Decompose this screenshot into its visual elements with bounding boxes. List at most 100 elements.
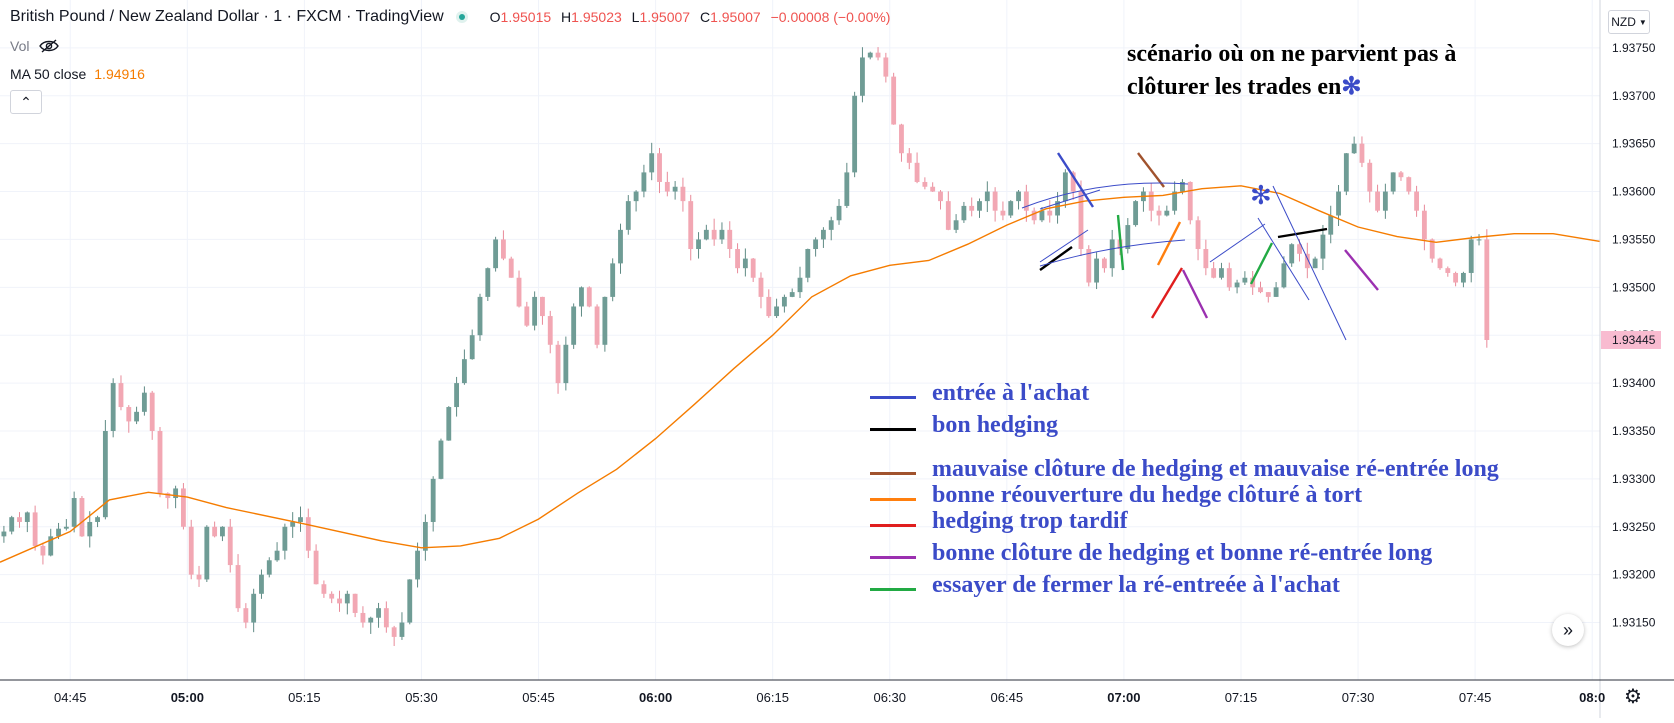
candle-body[interactable]	[766, 296, 772, 317]
candle-body[interactable]	[188, 526, 194, 575]
candle-body[interactable]	[407, 579, 413, 623]
scroll-to-realtime-button[interactable]: »	[1552, 614, 1584, 646]
candle-body[interactable]	[1289, 244, 1295, 264]
candle-body[interactable]	[95, 517, 100, 522]
candle-body[interactable]	[750, 258, 756, 278]
candle-body[interactable]	[922, 181, 928, 187]
gear-icon[interactable]: ⚙	[1624, 686, 1642, 708]
candle-body[interactable]	[63, 526, 69, 529]
candle-body[interactable]	[1476, 239, 1482, 241]
candle-body[interactable]	[305, 517, 311, 551]
candle-body[interactable]	[9, 517, 15, 532]
candle-body[interactable]	[680, 186, 686, 202]
candle-body[interactable]	[586, 287, 592, 307]
candle-body[interactable]	[844, 172, 850, 206]
candle-body[interactable]	[180, 488, 186, 527]
candle-body[interactable]	[1258, 287, 1263, 293]
candle-body[interactable]	[774, 306, 780, 317]
candle-body[interactable]	[1343, 153, 1349, 192]
candle-body[interactable]	[313, 550, 319, 585]
candle-body[interactable]	[1062, 172, 1068, 202]
candle-body[interactable]	[430, 478, 436, 522]
candle-body[interactable]	[352, 593, 358, 613]
candle-body[interactable]	[87, 521, 93, 537]
candle-body[interactable]	[1351, 143, 1357, 154]
candle-body[interactable]	[243, 608, 249, 623]
candle-body[interactable]	[227, 526, 233, 566]
candle-body[interactable]	[110, 383, 116, 431]
candle-body[interactable]	[1304, 253, 1310, 269]
candle-body[interactable]	[914, 162, 920, 182]
candle-body[interactable]	[454, 383, 460, 408]
candle-body[interactable]	[1421, 210, 1427, 240]
candle-body[interactable]	[1172, 191, 1178, 211]
candle-body[interactable]	[906, 153, 912, 163]
candle-body[interactable]	[813, 239, 819, 250]
candle-body[interactable]	[540, 296, 545, 317]
candle-body[interactable]	[789, 292, 795, 297]
candle-body[interactable]	[1281, 263, 1287, 288]
candle-body[interactable]	[102, 430, 108, 518]
candle-body[interactable]	[1242, 277, 1248, 283]
candle-body[interactable]	[735, 249, 740, 269]
candle-body[interactable]	[883, 57, 889, 77]
candle-body[interactable]	[657, 153, 662, 182]
candle-body[interactable]	[344, 593, 350, 604]
candle-body[interactable]	[594, 306, 600, 345]
candle-body[interactable]	[17, 517, 22, 522]
candle-body[interactable]	[329, 593, 335, 599]
candle-body[interactable]	[758, 277, 764, 297]
candle-body[interactable]	[688, 201, 694, 250]
candle-body[interactable]	[1203, 249, 1209, 269]
candle-body[interactable]	[1078, 191, 1084, 250]
candle-body[interactable]	[742, 258, 748, 269]
candle-body[interactable]	[719, 229, 725, 240]
candle-body[interactable]	[1367, 162, 1373, 192]
candle-body[interactable]	[173, 488, 179, 499]
candle-body[interactable]	[149, 392, 155, 431]
candle-body[interactable]	[1047, 210, 1053, 216]
eye-off-icon[interactable]	[39, 39, 60, 53]
candle-body[interactable]	[672, 186, 678, 192]
candle-body[interactable]	[860, 57, 865, 96]
candle-body[interactable]	[625, 201, 631, 230]
candle-body[interactable]	[1265, 292, 1271, 297]
candle-body[interactable]	[867, 52, 873, 58]
candle-body[interactable]	[602, 296, 608, 345]
candle-body[interactable]	[1016, 191, 1021, 202]
candle-body[interactable]	[383, 608, 389, 628]
candle-body[interactable]	[290, 521, 296, 527]
candle-body[interactable]	[1031, 210, 1037, 221]
candle-body[interactable]	[220, 526, 225, 537]
candle-body[interactable]	[266, 560, 272, 575]
candle-body[interactable]	[337, 598, 342, 604]
candle-body[interactable]	[1055, 201, 1060, 216]
candle-body[interactable]	[1156, 210, 1162, 216]
candle-body[interactable]	[48, 536, 54, 556]
candle-body[interactable]	[251, 593, 257, 623]
candle-body[interactable]	[1000, 210, 1006, 216]
candle-body[interactable]	[422, 521, 428, 551]
candle-body[interactable]	[961, 205, 967, 221]
candle-body[interactable]	[141, 392, 147, 412]
candle-body[interactable]	[126, 407, 132, 422]
candle-body[interactable]	[1382, 191, 1388, 211]
ma-label[interactable]: MA 50 close	[10, 66, 87, 82]
candle-body[interactable]	[1023, 191, 1029, 211]
candle-body[interactable]	[547, 316, 553, 345]
candle-body[interactable]	[235, 565, 241, 609]
candle-body[interactable]	[1328, 215, 1334, 235]
candle-body[interactable]	[477, 296, 483, 336]
candle-body[interactable]	[945, 201, 951, 230]
candle-body[interactable]	[852, 95, 858, 173]
candle-body[interactable]	[820, 229, 826, 240]
candle-body[interactable]	[1312, 258, 1318, 269]
candle-body[interactable]	[79, 498, 85, 537]
candle-body[interactable]	[71, 498, 77, 527]
candle-body[interactable]	[165, 493, 171, 499]
candle-body[interactable]	[703, 229, 709, 240]
candle-body[interactable]	[24, 512, 30, 522]
candle-body[interactable]	[438, 440, 444, 479]
candle-body[interactable]	[282, 526, 288, 551]
candle-body[interactable]	[493, 239, 499, 269]
